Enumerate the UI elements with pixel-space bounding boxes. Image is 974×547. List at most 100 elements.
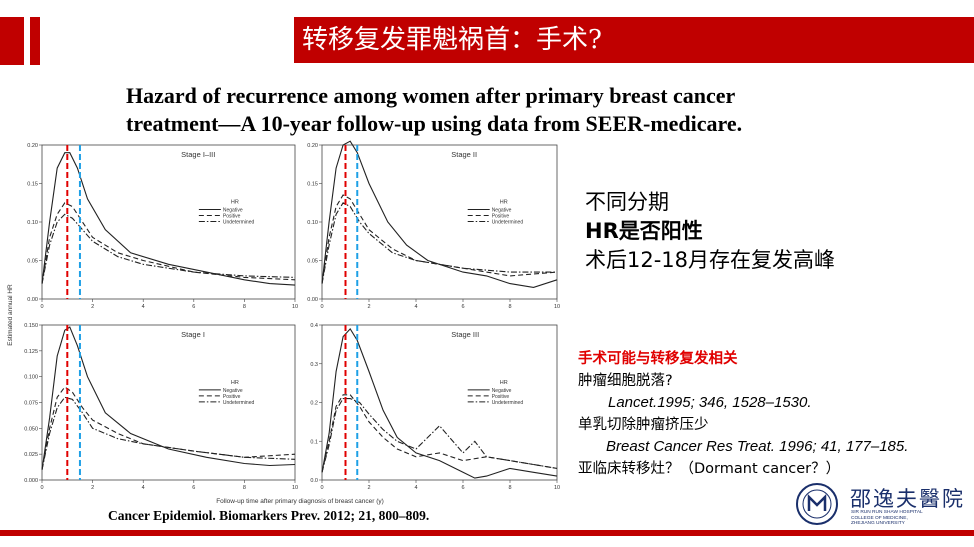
x-tick-label: 2	[367, 304, 370, 310]
legend-title: HR	[500, 200, 508, 206]
x-tick-label: 6	[192, 304, 195, 310]
key-points: 不同分期 HR是否阳性 术后12-18月存在复发高峰	[585, 188, 835, 275]
paper-title: Hazard of recurrence among women after p…	[126, 82, 846, 138]
y-tick-label: 0.05	[27, 259, 38, 265]
y-tick-label: 0.15	[307, 182, 318, 188]
y-tick-label: 0.150	[24, 323, 38, 329]
series-line-undetermined	[41, 396, 296, 470]
y-tick-label: 0.05	[307, 259, 318, 265]
y-tick-label: 0.20	[307, 143, 318, 149]
y-tick-label: 0.10	[307, 220, 318, 226]
y-tick-label: 0.4	[310, 323, 318, 329]
x-tick-label: 6	[461, 304, 464, 310]
chart-frame-2	[321, 144, 558, 300]
chart-title-4: Stage III	[451, 330, 479, 339]
hospital-logo-sub3: ZHEJIANG UNIVERSITY	[851, 521, 905, 526]
y-tick-label: 0.15	[27, 182, 38, 188]
key-point-peak: 术后12-18月存在复发高峰	[585, 248, 836, 272]
y-tick-label: 0.050	[24, 426, 38, 432]
x-tick-label: 8	[243, 304, 246, 310]
x-tick-label: 4	[414, 304, 417, 310]
x-tick-label: 4	[142, 304, 145, 310]
slide-title: 转移复发罪魁祸首：手术?	[294, 17, 974, 63]
chart-frame-1	[41, 144, 296, 300]
legend-label-positive: Positive	[492, 394, 510, 400]
series-line-undetermined	[321, 398, 558, 473]
chart-title-3: Stage I	[181, 330, 205, 339]
y-tick-label: 0.075	[24, 401, 38, 407]
legend-label-undetermined: Undetermined	[492, 220, 524, 226]
x-tick-label: 8	[508, 304, 511, 310]
legend-label-positive: Positive	[492, 214, 510, 220]
x-tick-label: 2	[367, 485, 370, 491]
y-tick-label: 0.1	[310, 439, 318, 445]
x-tick-label: 8	[243, 485, 246, 491]
hospital-seal-icon	[796, 483, 838, 525]
notes-line2: 单乳切除肿瘤挤压少	[578, 417, 709, 433]
series-line-negative	[321, 327, 558, 479]
x-tick-label: 4	[142, 485, 145, 491]
legend-label-negative: Negative	[223, 208, 243, 214]
y-tick-label: 0.3	[310, 362, 318, 368]
y-tick-label: 0.00	[307, 297, 318, 303]
x-tick-label: 10	[554, 485, 560, 491]
hospital-logo-name: 邵逸夫醫院	[850, 487, 965, 511]
y-tick-label: 0.000	[24, 478, 38, 484]
key-point-hr: HR是否阳性	[585, 219, 703, 243]
series-line-positive	[41, 386, 296, 470]
series-line-negative	[41, 326, 296, 470]
notes-line3: 亚临床转移灶？（Dormant cancer？）	[578, 461, 841, 477]
y-tick-label: 0.0	[310, 478, 318, 484]
title-accent-bar-thin	[30, 17, 40, 65]
legend-label-undetermined: Undetermined	[223, 220, 255, 226]
y-tick-label: 0.2	[310, 401, 318, 407]
y-tick-label: 0.125	[24, 349, 38, 355]
x-tick-label: 8	[508, 485, 511, 491]
chart-frame-3	[41, 324, 296, 481]
chart-title-1: Stage I–III	[181, 150, 215, 159]
paper-title-line1: Hazard of recurrence among women after p…	[126, 83, 736, 108]
x-tick-label: 0	[320, 304, 323, 310]
hospital-logo-subtitle: SIR RUN RUN SHAW HOSPITAL COLLEGE OF MED…	[851, 510, 923, 527]
legend-label-undetermined: Undetermined	[492, 400, 524, 406]
x-tick-label: 4	[414, 485, 417, 491]
legend-label-positive: Positive	[223, 394, 241, 400]
legend-label-positive: Positive	[223, 214, 241, 220]
reference-bcrt: Breast Cancer Res Treat. 1996; 41, 177–1…	[578, 436, 908, 458]
reference-lancet: Lancet.1995; 346, 1528–1530.	[578, 392, 908, 414]
hospital-logo-sub2: COLLEGE OF MEDICINE,	[851, 515, 908, 521]
legend-label-negative: Negative	[223, 388, 243, 394]
y-axis-label: Estimated annual HR	[7, 284, 14, 346]
title-accent-bar	[0, 17, 24, 65]
chart-title-2: Stage II	[451, 150, 477, 159]
x-tick-label: 2	[91, 485, 94, 491]
x-tick-label: 10	[292, 485, 298, 491]
citation: Cancer Epidemiol. Biomarkers Prev. 2012;…	[108, 508, 430, 523]
paper-title-line2: treatment—A 10-year follow-up using data…	[126, 111, 743, 136]
legend-title: HR	[231, 380, 239, 386]
series-line-undetermined	[321, 202, 557, 284]
legend-label-undetermined: Undetermined	[223, 400, 255, 406]
x-tick-label: 0	[320, 485, 323, 491]
y-tick-label: 0.20	[27, 143, 38, 149]
x-tick-label: 6	[192, 485, 195, 491]
footer-bar	[0, 530, 974, 536]
series-line-positive	[41, 202, 296, 284]
legend-title: HR	[500, 380, 508, 386]
reference-bcrt-text: Breast Cancer Res Treat. 1996; 41, 177–1…	[606, 438, 909, 455]
series-line-negative	[321, 140, 558, 288]
legend-title: HR	[231, 200, 239, 206]
y-tick-label: 0.100	[24, 375, 38, 381]
x-tick-label: 0	[40, 304, 43, 310]
x-axis-label: Follow-up time after primary diagnosis o…	[216, 498, 384, 505]
x-tick-label: 6	[461, 485, 464, 491]
legend-label-negative: Negative	[492, 208, 512, 214]
series-line-positive	[321, 394, 558, 473]
series-line-positive	[321, 194, 558, 284]
y-tick-label: 0.025	[24, 452, 38, 458]
key-point-stage: 不同分期	[585, 190, 669, 214]
reference-lancet-text: Lancet.1995; 346, 1528–1530.	[608, 394, 812, 411]
x-tick-label: 10	[292, 304, 298, 310]
x-tick-label: 0	[40, 485, 43, 491]
